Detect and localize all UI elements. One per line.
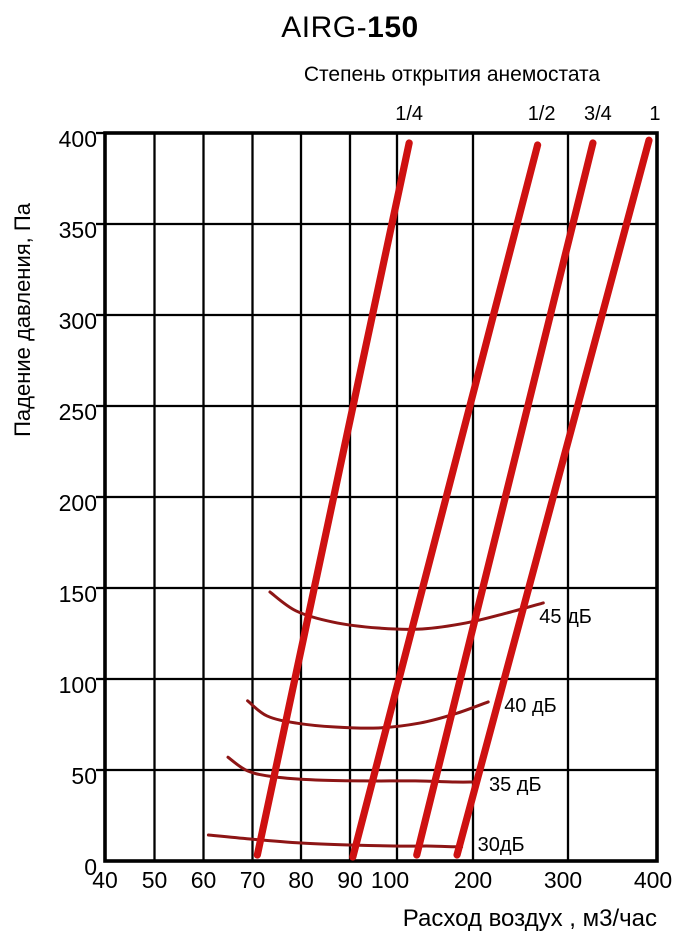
chart-title-prefix: AIRG- <box>281 11 368 44</box>
chart-title: AIRG-150 <box>0 11 700 45</box>
x-tick-label: 70 <box>239 867 266 893</box>
y-tick-label: 350 <box>58 217 97 243</box>
x-tick-label: 400 <box>633 867 673 893</box>
x-tick-label: 100 <box>370 867 410 893</box>
top-axis-title: Степень открытия анемостата <box>303 63 601 86</box>
x-tick-label: 300 <box>543 867 583 893</box>
y-axis-title: Падение давления, Па <box>10 203 35 437</box>
chart-title-model: 150 <box>367 11 419 44</box>
y-tick-label: 300 <box>58 308 97 334</box>
x-tick-label: 80 <box>288 867 314 893</box>
y-tick-label: 0 <box>84 854 97 880</box>
x-tick-label: 40 <box>92 867 118 893</box>
y-tick-label: 50 <box>71 763 97 789</box>
opening-tick-label: 3/4 <box>584 103 612 125</box>
x-tick-label: 60 <box>190 867 217 893</box>
y-tick-label: 100 <box>58 672 97 698</box>
x-axis-title: Расход воздух , м3/час <box>402 905 657 932</box>
x-tick-label: 50 <box>141 867 168 893</box>
y-tick-label: 200 <box>58 490 97 516</box>
opening-tick-label: 1/4 <box>395 103 424 125</box>
opening-tick-label: 1 <box>649 103 661 125</box>
noise-curve-label: 35 дБ <box>489 774 542 796</box>
noise-curve-label: 45 дБ <box>539 605 592 628</box>
noise-curve-label: 40 дБ <box>504 694 557 717</box>
y-tick-label: 400 <box>58 126 97 152</box>
x-tick-label: 200 <box>453 867 493 893</box>
y-tick-label: 150 <box>58 581 97 607</box>
noise-curve-label: 30дБ <box>477 833 525 856</box>
x-tick-label: 90 <box>337 867 363 893</box>
y-tick-label: 250 <box>58 399 97 425</box>
opening-tick-label: 1/2 <box>527 103 556 125</box>
